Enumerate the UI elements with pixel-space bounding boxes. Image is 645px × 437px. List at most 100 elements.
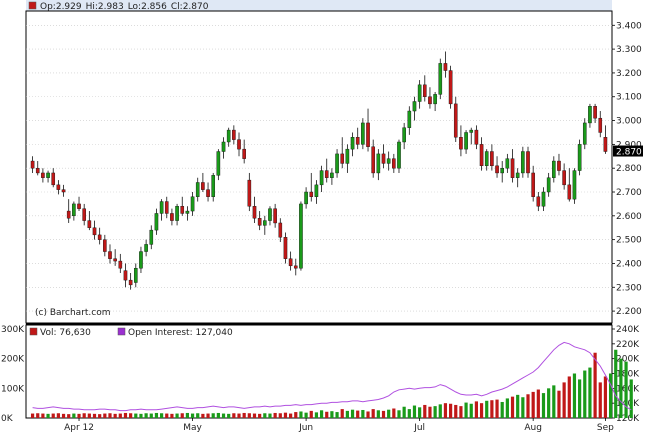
price-tick-label: 2.700 [616,188,642,198]
candle-body [448,70,453,105]
candle-body [180,206,185,214]
volume-bar [170,413,174,418]
candle-body [428,96,432,105]
volume-bar [469,403,473,418]
volume-bar [454,404,458,418]
candle-body [412,101,417,112]
candle-body [593,106,597,119]
candle-body [35,167,40,174]
volume-bar [448,403,453,418]
candle-body [216,151,221,176]
candle-body [438,63,443,95]
volume-bar [510,396,515,418]
candle-body [278,222,283,238]
volume-bar [464,402,468,418]
volume-bar [547,388,551,418]
candle-body [598,117,603,133]
volume-bar [603,376,608,418]
price-tick-label: 2.200 [616,307,642,317]
ohlc-legend: Op:2.929 Hi:2.983 Lo:2.856 Cl:2.870 [40,2,209,12]
volume-bar [227,413,231,418]
volume-bar [118,413,122,418]
volume-bar [578,379,582,418]
candle-body [335,153,339,174]
volume-right-tick-label: 180K [616,370,640,380]
volume-bar [335,412,339,418]
volume-bar [103,413,107,418]
volume-bar [242,412,246,418]
price-tick-label: 3.200 [616,69,642,79]
candle-body [221,141,226,152]
open-interest-line [32,341,632,412]
candle-body [242,148,246,159]
candle-body [195,182,200,197]
volume-bar [98,414,102,418]
volume-bar [418,407,422,418]
volume-bar [283,412,288,418]
candle-body [433,94,437,105]
volume-bar [273,412,277,418]
volume-bar [485,400,489,418]
candle-body [500,167,505,174]
candle-body [293,265,298,269]
volume-bar [304,412,308,418]
volume-panel-frame [25,324,613,419]
price-y-axis: 3.400 3.300 3.200 3.100 3.000 2.900 2.800 2.700… [612,21,642,317]
candle-body [541,191,546,207]
price-tick-label: 3.400 [616,21,642,31]
volume-bar [459,406,463,418]
volume-right-tick-label: 160K [616,384,640,394]
x-axis: Apr 12 May Jun Jul Aug Sep [64,418,614,433]
volume-right-tick-label: 120K [616,414,640,424]
candle-body [30,160,35,169]
candle-body [474,129,479,145]
price-tick-label: 2.600 [616,212,642,222]
candle-body [484,151,489,167]
candle-body [340,153,345,164]
legend-swatch-price [28,1,37,10]
candle-body [386,158,391,164]
volume-bar [325,411,329,418]
candle-body [392,158,396,169]
candle-body [309,191,314,197]
oi-legend-swatch [117,327,126,336]
volume-right-tick-label: 240K [616,325,640,335]
candle-body [159,201,164,214]
chart-credit: (c) Barchart.com [35,308,111,318]
price-tick-label: 2.500 [616,236,642,246]
candle-body [402,127,406,143]
volume-left-tick-label: 200K [1,355,25,365]
candle-body [588,106,592,124]
candle-body [170,213,174,221]
volume-bar [77,413,81,418]
volume-bar [505,398,509,418]
last-price-label: 2.870 [616,148,642,158]
volume-bar [36,413,40,418]
legend-strip [26,0,612,11]
low-value: 2.856 [141,2,167,12]
candle-body [46,172,50,178]
close-label: Cl: [171,2,183,12]
candle-body [546,177,551,193]
volume-bar [221,413,226,418]
volume-bar [376,410,380,418]
volume-bar [319,410,324,418]
volume-bar [82,413,86,418]
price-tick-label: 3.100 [616,93,642,103]
candle-body [164,201,169,214]
volume-bar [87,413,91,418]
volume-bar [149,413,153,418]
volume-right-tick-label: 140K [616,399,640,409]
candle-body [371,146,375,174]
candle-body [314,184,319,197]
candle-body [536,196,541,207]
candle-body [582,122,587,145]
volume-bar [309,410,313,418]
volume-bar [356,410,360,418]
volume-right-tick-label: 220K [616,340,640,350]
volume-bar [67,414,71,418]
low-label: Lo: [128,2,141,12]
candle-body [273,208,277,224]
volume-legend-text: Vol: 76,630 [40,328,91,338]
candle-body [397,141,401,169]
